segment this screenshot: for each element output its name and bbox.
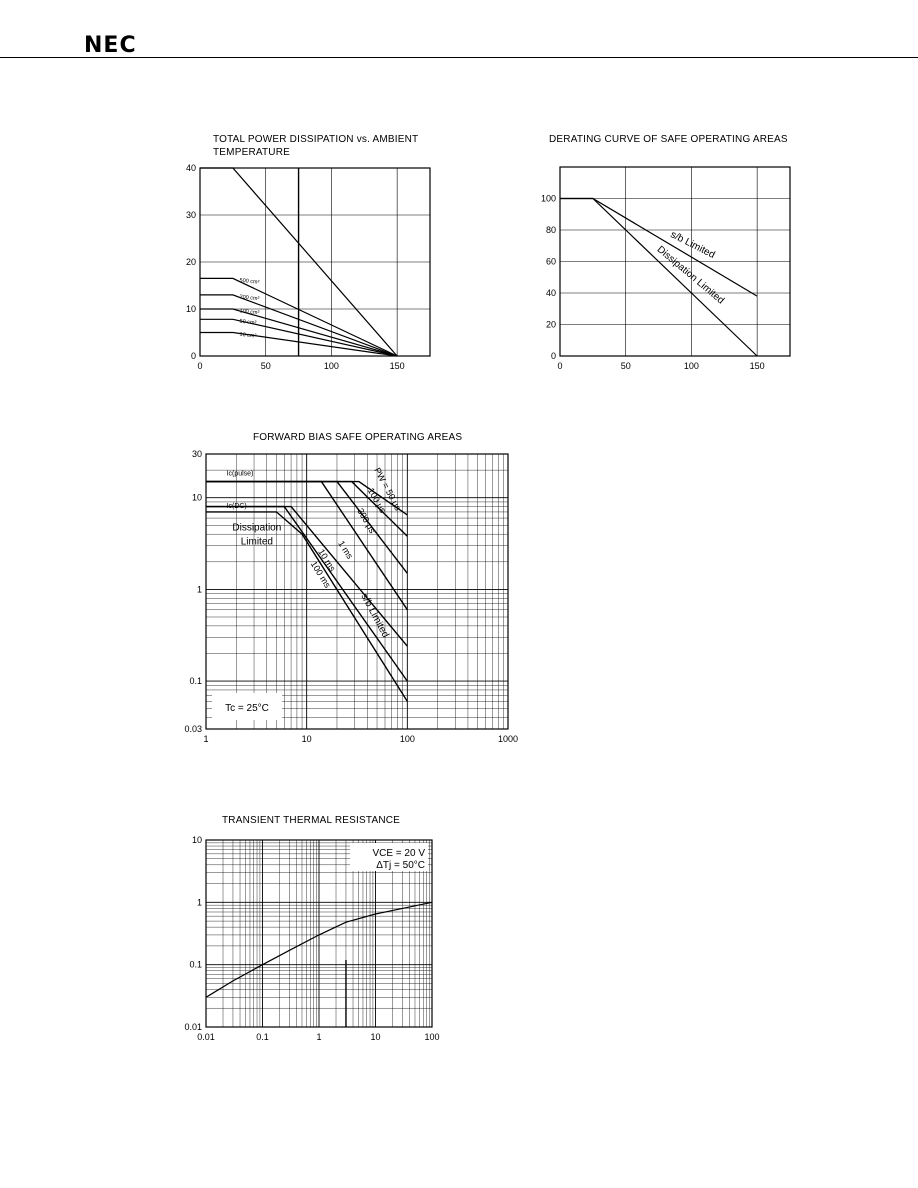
fbsoa-annotation-icdc: Ic(DC) [227, 503, 247, 510]
fbsoa-chart-title: FORWARD BIAS SAFE OPERATING AREAS [253, 432, 463, 443]
fbsoa-series-line-5 [206, 505, 408, 682]
pd-y-tick-label: 40 [186, 163, 196, 173]
transient-x-tick-label: 1 [316, 1032, 321, 1042]
fbsoa-series-label-2: 300 μs [355, 506, 378, 535]
pd-series-label-1: 500 cm² [239, 278, 260, 286]
derating-series-line-1 [560, 197, 758, 357]
fbsoa-y-tick-label: 0.1 [189, 676, 202, 686]
derating-y-tick-label: 60 [546, 257, 556, 267]
pd-y-tick-label: 20 [186, 257, 196, 267]
pd-series-label-2: 200 cm² [239, 294, 260, 302]
pd-y-tick-label: 30 [186, 210, 196, 220]
transient-x-tick-label: 0.01 [197, 1032, 215, 1042]
pd-y-tick-label: 10 [186, 304, 196, 314]
transient-y-tick-label: 0.01 [184, 1022, 202, 1032]
pd-series-label-3: 100 cm² [239, 308, 260, 316]
fbsoa-annotation-limited: Limited [241, 536, 273, 547]
derating-y-tick-label: 0 [551, 351, 556, 361]
fbsoa-series-line-6 [206, 511, 408, 702]
transient-annotation-vce: VCE = 20 V [372, 848, 425, 859]
derating-y-tick-label: 80 [546, 225, 556, 235]
derating-chart-title: DERATING CURVE OF SAFE OPERATING AREAS [549, 134, 788, 145]
fbsoa-annotation-dissipation: Dissipation [232, 522, 281, 533]
derating-y-tick-label: 100 [541, 194, 556, 204]
pd-series-line-3 [200, 308, 398, 357]
derating-x-tick-label: 50 [621, 361, 631, 371]
pd-x-tick-label: 150 [390, 361, 405, 371]
transient-x-tick-label: 10 [370, 1032, 380, 1042]
transient-annotation-dtj: ΔTj = 50°C [376, 860, 425, 871]
transient-x-tick-label: 0.1 [256, 1032, 269, 1042]
fbsoa-series-label-3: 1 ms [336, 539, 355, 561]
pd-series-line-4 [200, 318, 398, 357]
derating-y-tick-label: 40 [546, 288, 556, 298]
fbsoa-y-tick-label: 10 [192, 493, 202, 503]
derating-y-tick-label: 20 [546, 320, 556, 330]
fbsoa-y-tick-label: 30 [192, 449, 202, 459]
pd-series-line-0 [200, 167, 398, 357]
pd-chart-title-line2: TEMPERATURE [213, 147, 291, 158]
fbsoa-x-tick-label: 1000 [498, 734, 518, 744]
derating-x-tick-label: 100 [684, 361, 699, 371]
pd-x-tick-label: 100 [324, 361, 339, 371]
fbsoa-x-tick-label: 1 [203, 734, 208, 744]
transient-series-line-0 [205, 901, 433, 998]
fbsoa-x-tick-label: 10 [302, 734, 312, 744]
fbsoa-tc-box [212, 693, 282, 720]
pd-chart-title: TOTAL POWER DISSIPATION vs. AMBIENT [213, 134, 419, 145]
pd-series-label-4: 50 cm² [239, 319, 257, 327]
fbsoa-annotation-icpulse: Ic(pulse) [227, 471, 254, 478]
derating-x-tick-label: 150 [750, 361, 765, 371]
pd-series-label-5: 10 cm² [239, 332, 257, 340]
transient-x-tick-label: 100 [424, 1032, 439, 1042]
fbsoa-plot-frame [205, 453, 509, 730]
header-rule [0, 57, 918, 58]
fbsoa-y-tick-label: 0.03 [184, 724, 202, 734]
fbsoa-x-tick-label: 100 [400, 734, 415, 744]
transient-y-tick-label: 1 [197, 897, 202, 907]
fbsoa-series-line-3 [206, 480, 408, 611]
nec-logo: NEC [84, 33, 137, 58]
transient-y-tick-label: 10 [192, 835, 202, 845]
fbsoa-annotation-tc: Tc = 25°C [225, 703, 269, 714]
pd-series-line-1 [200, 277, 398, 357]
pd-x-tick-label: 50 [261, 361, 271, 371]
derating-x-tick-label: 0 [557, 361, 562, 371]
pd-series-line-2 [200, 294, 398, 357]
transient-chart-title: TRANSIENT THERMAL RESISTANCE [222, 815, 401, 826]
transient-cond-box [350, 843, 428, 871]
fbsoa-y-tick-label: 1 [197, 584, 202, 594]
pd-series-line-5 [200, 331, 398, 357]
transient-y-tick-label: 0.1 [189, 960, 202, 970]
pd-y-tick-label: 0 [191, 351, 196, 361]
pd-x-tick-label: 0 [197, 361, 202, 371]
